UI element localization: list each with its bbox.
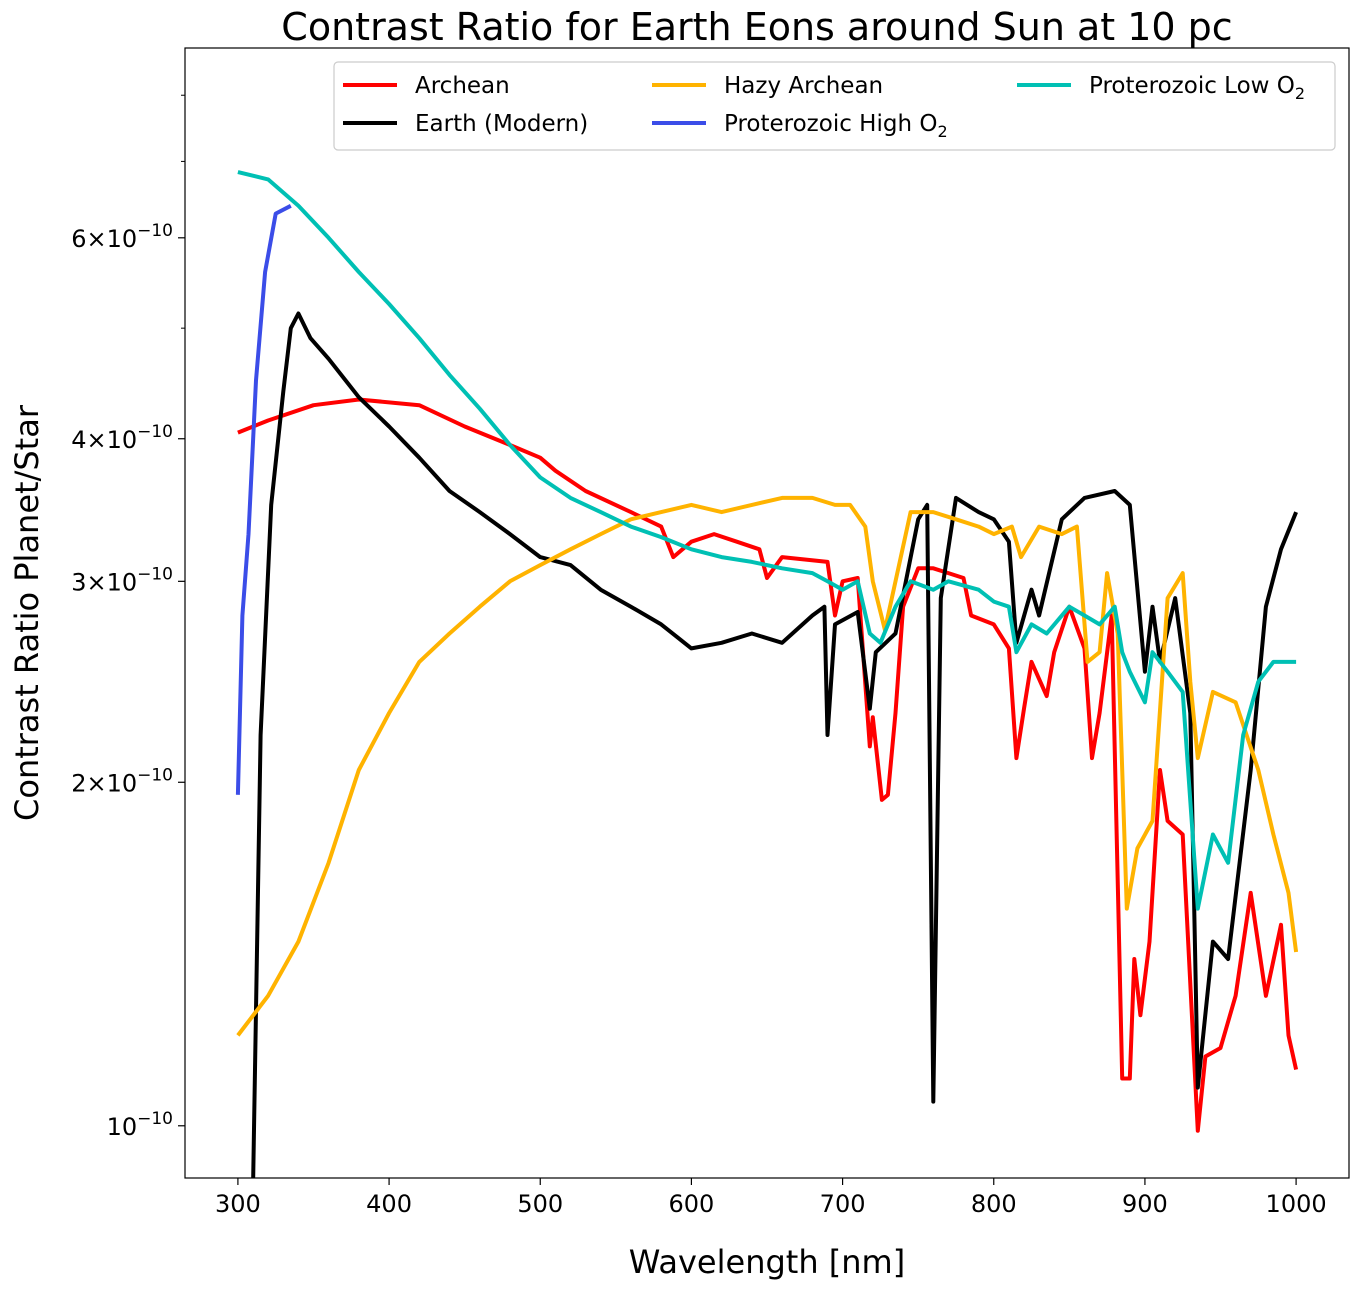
legend-frame xyxy=(333,61,1336,151)
legend-label-2: Proterozoic Low O2 xyxy=(1089,73,1305,103)
legend-label-1: Hazy Archean xyxy=(724,73,883,99)
x-tick-label-5: 800 xyxy=(971,1190,1017,1218)
x-tick-label-3: 600 xyxy=(669,1190,715,1218)
y-tick-label-2: 3×10−10 xyxy=(71,564,173,596)
x-tick-label-4: 700 xyxy=(820,1190,866,1218)
x-tick-label-7: 1000 xyxy=(1266,1190,1327,1218)
legend: Archean Hazy Archean Proterozoic Low O2 Ear… xyxy=(333,61,1336,151)
series-line-2 xyxy=(236,495,1299,1037)
y-axis-title: Contrast Ratio Planet/Star xyxy=(8,404,46,821)
x-tick-label-1: 400 xyxy=(366,1190,412,1218)
x-tick-label-0: 300 xyxy=(215,1190,261,1218)
y-tick-label-3: 4×10−10 xyxy=(71,422,173,454)
legend-label-3: Earth (Modern) xyxy=(415,111,588,137)
series-line-0 xyxy=(237,397,1299,1133)
series-line-4 xyxy=(237,170,1297,911)
y-tick-label-1: 2×10−10 xyxy=(71,765,173,797)
x-tick-label-2: 500 xyxy=(517,1190,563,1218)
x-axis: 300 400 500 600 700 800 900 1000 xyxy=(215,1178,1327,1218)
x-tick-label-6: 900 xyxy=(1122,1190,1168,1218)
y-tick-label-0: 10−10 xyxy=(107,1109,173,1141)
legend-label-4: Proterozoic High O2 xyxy=(724,111,948,141)
plot-frame xyxy=(184,47,1350,1179)
legend-label-0: Archean xyxy=(415,73,510,99)
series-layer xyxy=(235,170,1299,1178)
x-axis-title: Wavelength [nm] xyxy=(629,1243,905,1281)
series-line-1 xyxy=(251,311,1298,1178)
series-line-3 xyxy=(235,204,292,795)
y-tick-label-4: 6×10−10 xyxy=(71,221,173,253)
y-axis: 10−10 2×10−10 3×10−10 4×10−10 6×10−10 xyxy=(71,94,185,1141)
chart-title: Contrast Ratio for Earth Eons around Sun… xyxy=(281,5,1232,49)
